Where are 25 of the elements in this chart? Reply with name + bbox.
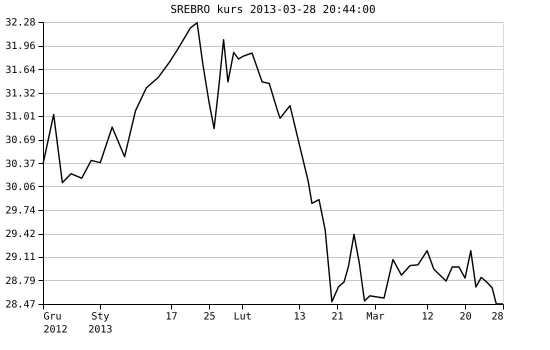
x-tick-label: Lut: [234, 312, 252, 322]
y-tick-label: 31.96: [5, 41, 36, 52]
x-tick-label: 25: [203, 312, 216, 322]
chart-title: SREBRO kurs 2013-03-28 20:44:00: [170, 3, 376, 16]
y-tick-label: 29.11: [5, 252, 36, 264]
y-tick-label: 31.01: [5, 112, 36, 122]
x-tick-label: 12: [422, 312, 434, 322]
y-tick-label: 29.74: [5, 206, 36, 216]
y-tick-label: 32.28: [5, 18, 36, 28]
y-tick-label: 31.32: [5, 88, 36, 100]
y-tick-label: 30.37: [5, 158, 36, 170]
x-tick-label: 13: [294, 312, 306, 322]
x-tick-label: 17: [166, 312, 178, 322]
x-tick-label: 21: [331, 312, 344, 322]
y-tick-label: 30.69: [5, 135, 36, 146]
x-tick-label: 28: [491, 312, 504, 322]
x-tick-label: Mar: [366, 312, 384, 322]
x-tick-label: 20: [460, 312, 472, 322]
y-tick-label: 29.42: [5, 229, 36, 240]
x-tick-label: Gru 2012: [44, 312, 68, 336]
y-tick-label: 31.64: [5, 64, 36, 76]
y-tick-label: 30.06: [5, 182, 36, 193]
y-tick-label: 28.47: [5, 300, 36, 310]
x-tick-label: Sty 2013: [88, 312, 112, 336]
y-tick-label: 28.79: [5, 276, 36, 287]
